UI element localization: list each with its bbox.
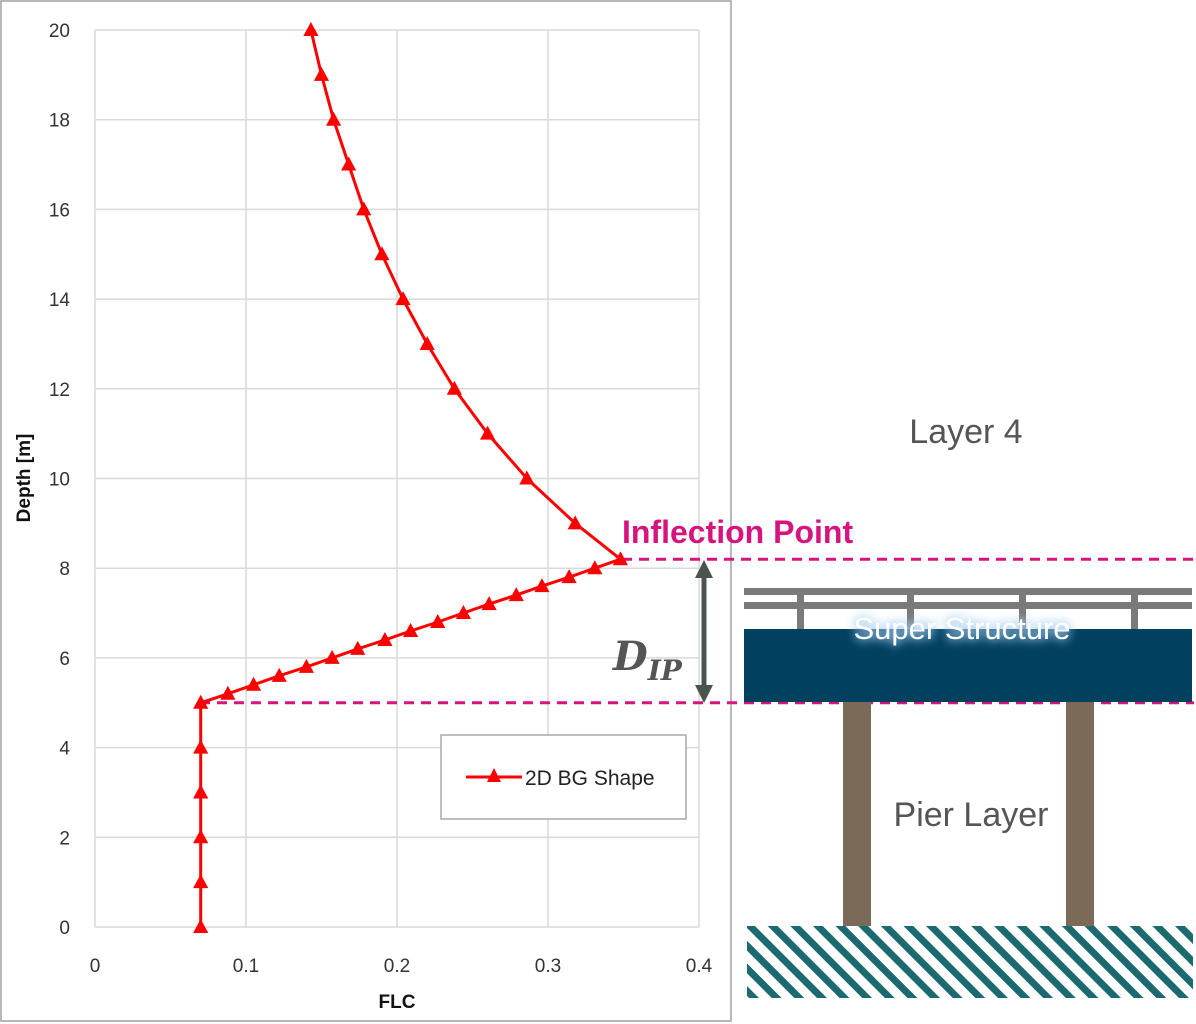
- y-tick-label: 12: [49, 380, 70, 401]
- data-point-marker: [298, 658, 314, 673]
- series-line: [199, 29, 622, 927]
- data-point-marker: [481, 596, 497, 611]
- y-tick-label: 16: [49, 200, 70, 221]
- y-tick-labels: 0 2 4 6 8 10 12 14 16 18 20: [49, 21, 71, 939]
- layer-4-label: Layer 4: [909, 413, 1022, 451]
- dip-arrow-head-bottom: [695, 685, 713, 703]
- data-point-marker: [303, 22, 319, 36]
- data-point-marker: [534, 578, 550, 593]
- y-tick-label: 18: [49, 111, 70, 132]
- x-tick-label: 0: [90, 956, 101, 977]
- dip-label: DIP: [612, 633, 683, 687]
- pier-layer-label: Pier Layer: [894, 796, 1049, 834]
- data-point-marker: [587, 560, 603, 575]
- dip-label-subscript: IP: [647, 654, 683, 687]
- y-tick-label: 6: [59, 649, 70, 670]
- data-point-marker: [193, 874, 209, 889]
- y-tick-label: 8: [59, 559, 70, 580]
- y-tick-label: 2: [59, 828, 70, 849]
- x-tick-label: 0.1: [233, 956, 259, 977]
- data-point-marker: [561, 569, 577, 584]
- data-point-marker: [480, 425, 496, 440]
- data-point-marker: [612, 551, 629, 566]
- structure-diagram: Layer 4 Super Structure Pier Layer: [744, 413, 1193, 998]
- data-point-marker: [567, 515, 583, 530]
- chart-panel: [0, 0, 732, 1022]
- railing-post: [1019, 595, 1026, 630]
- x-tick-label: 0.4: [686, 956, 713, 977]
- dip-label-main: D: [612, 633, 648, 680]
- y-tick-label: 4: [59, 739, 70, 760]
- data-point-marker: [245, 676, 262, 691]
- ground-hatch: [747, 926, 1193, 998]
- x-tick-label: 0.3: [535, 956, 561, 977]
- dip-arrow-head-top: [695, 560, 713, 578]
- data-point-marker: [313, 66, 330, 81]
- y-tick-label: 10: [49, 470, 70, 491]
- data-point-marker: [508, 587, 524, 602]
- data-point-marker: [220, 685, 236, 700]
- pier-column-left: [843, 702, 871, 926]
- y-axis-title: Depth [m]: [14, 434, 35, 523]
- data-point-marker: [271, 667, 287, 682]
- railing-post: [797, 595, 804, 630]
- railing-top-bar: [744, 588, 1192, 595]
- legend-entry-label: 2D BG Shape: [525, 767, 655, 790]
- data-point-marker: [419, 335, 435, 350]
- data-point-marker: [325, 111, 342, 126]
- dip-dimension-arrow: [695, 560, 713, 703]
- data-point-marker: [193, 739, 209, 754]
- y-tick-label: 0: [59, 918, 70, 939]
- data-point-marker: [519, 470, 535, 485]
- x-tick-label: 0.2: [384, 956, 410, 977]
- super-structure-label: Super Structure: [853, 611, 1070, 646]
- super-structure-deck: [744, 629, 1192, 702]
- data-point-marker: [402, 622, 419, 637]
- y-tick-label: 14: [49, 290, 71, 311]
- data-point-marker: [430, 614, 446, 629]
- data-point-marker: [193, 784, 209, 799]
- data-point-marker: [324, 649, 340, 664]
- data-point-marker: [395, 291, 411, 306]
- data-point-marker: [193, 694, 209, 709]
- pier-column-right: [1066, 702, 1094, 926]
- x-tick-labels: 0 0.1 0.2 0.3 0.4: [90, 956, 713, 977]
- data-point-marker: [455, 605, 472, 620]
- inflection-point-label: Inflection Point: [622, 514, 853, 550]
- legend: 2D BG Shape: [440, 734, 687, 820]
- data-point-marker: [446, 380, 462, 395]
- railing-post: [907, 595, 914, 630]
- data-point-marker: [377, 631, 393, 646]
- railing-lower-bar: [744, 602, 1192, 609]
- y-tick-label: 20: [49, 21, 70, 42]
- data-point-marker: [193, 919, 209, 933]
- grid: [94, 29, 700, 928]
- data-point-marker: [341, 156, 357, 171]
- data-point-marker: [356, 201, 372, 216]
- legend-marker-swatch: [487, 768, 501, 782]
- data-point-marker: [374, 246, 390, 261]
- railing-post: [1131, 595, 1138, 630]
- series-layer: [193, 22, 629, 933]
- data-point-marker: [350, 640, 366, 655]
- data-point-marker: [193, 829, 209, 844]
- x-axis-title: FLC: [379, 992, 416, 1013]
